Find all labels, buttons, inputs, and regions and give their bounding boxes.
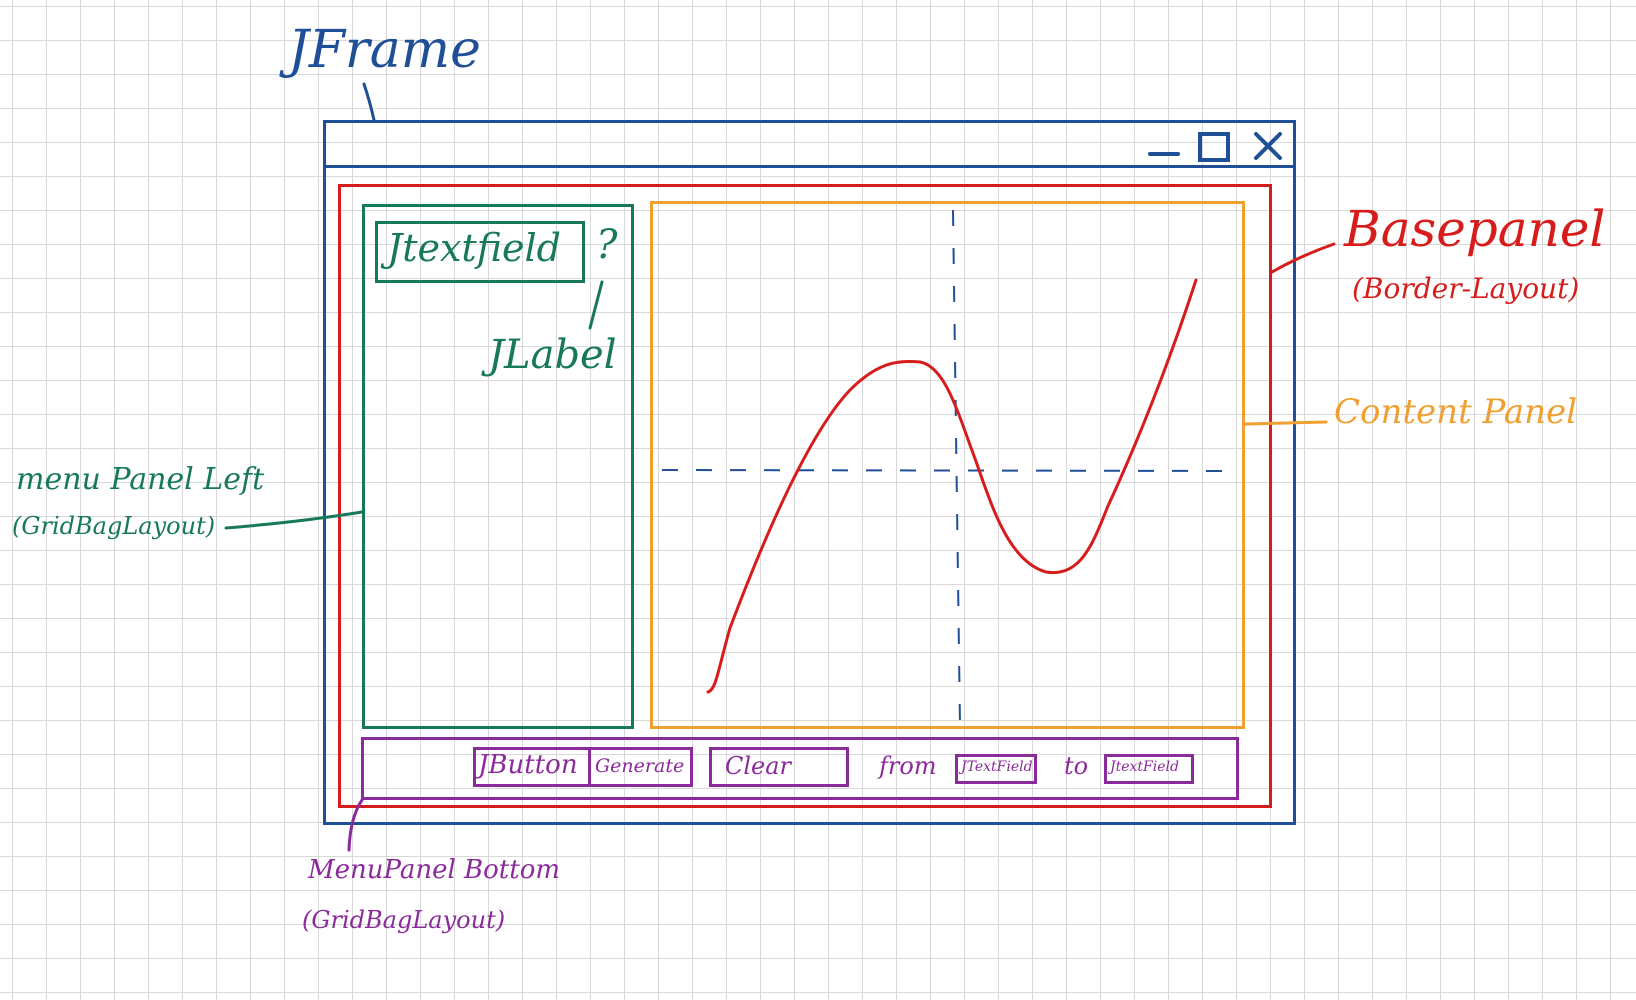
question-mark-label: ? — [596, 222, 618, 268]
plot-y-axis — [952, 209, 961, 727]
jlabel-annotation: JLabel — [488, 332, 617, 378]
jlabel-leader-line — [588, 280, 604, 330]
from-textfield[interactable] — [955, 754, 1037, 784]
content-panel — [650, 201, 1245, 729]
plot-x-axis — [661, 469, 1241, 472]
generate-label: Generate — [595, 755, 685, 777]
from-textfield-label: JTextField — [961, 759, 1033, 775]
clear-button[interactable] — [709, 747, 849, 787]
menu-panel-bottom-label: MenuPanel Bottom — [308, 855, 561, 885]
close-icon[interactable] — [1254, 132, 1282, 160]
content-panel-leader-line — [1244, 420, 1328, 426]
basepanel-leader-line — [1270, 242, 1336, 274]
from-label: from — [879, 752, 937, 780]
jbutton-label: JButton — [478, 750, 578, 780]
base-panel — [338, 184, 1272, 808]
menu-panel-left — [362, 204, 634, 729]
to-textfield[interactable] — [1104, 754, 1194, 784]
to-label: to — [1064, 752, 1089, 780]
clear-label: Clear — [725, 752, 792, 780]
jframe-title-bar-divider — [323, 165, 1296, 168]
maximize-icon[interactable] — [1198, 132, 1230, 162]
jframe-leader-line — [362, 82, 376, 122]
jtextfield-label: Jtextfield — [387, 226, 562, 270]
plot-curve — [706, 278, 1198, 694]
menu-panel-left-layout-label: (GridBagLayout) — [12, 512, 216, 540]
basepanel-layout-label: (Border-Layout) — [1352, 272, 1580, 305]
basepanel-label: Basepanel — [1344, 200, 1606, 258]
menu-panel-bottom-layout-label: (GridBagLayout) — [302, 906, 506, 934]
generate-button-divider — [588, 749, 591, 785]
content-panel-label: Content Panel — [1334, 392, 1578, 432]
jframe-window — [323, 120, 1296, 825]
to-textfield-label: JtextField — [1110, 759, 1179, 775]
menu-panel-left-leader-line — [224, 510, 364, 530]
jframe-label: JFrame — [288, 20, 481, 80]
jtextfield-left[interactable] — [375, 221, 585, 283]
menu-panel-bottom-leader-line — [347, 798, 364, 852]
menu-panel-left-label: menu Panel Left — [16, 462, 265, 497]
menu-panel-bottom — [361, 737, 1239, 800]
generate-button[interactable] — [473, 747, 693, 787]
